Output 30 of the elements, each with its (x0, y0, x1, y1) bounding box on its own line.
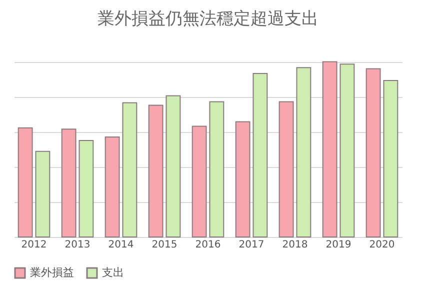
bar (192, 126, 207, 238)
bar (322, 61, 338, 238)
bar (383, 80, 398, 238)
x-tick-label: 2016 (195, 240, 221, 250)
bar (340, 64, 355, 238)
x-tick-label: 2013 (64, 240, 90, 250)
bar (122, 102, 138, 238)
x-tick-label: 2012 (21, 240, 47, 250)
x-tick-label: 2018 (282, 240, 308, 250)
bar (166, 95, 181, 238)
bar (252, 73, 268, 238)
bar (78, 140, 94, 238)
bar (61, 128, 76, 238)
bar (296, 67, 312, 238)
x-tick-label: 2014 (108, 240, 134, 250)
legend-label: 業外損益 (30, 266, 74, 279)
bar (35, 150, 50, 238)
bar (235, 121, 250, 238)
x-tick-label: 2020 (369, 240, 395, 250)
bar (278, 101, 294, 238)
bar (104, 136, 120, 238)
legend-label: 支出 (102, 266, 124, 279)
bar (366, 68, 381, 238)
x-tick-label: 2017 (238, 240, 264, 250)
x-tick-label: 2015 (152, 240, 178, 250)
x-tick-label: 2019 (326, 240, 352, 250)
bar (209, 101, 224, 238)
chart-title: 業外損益仍無法穩定超過支出 (98, 9, 318, 29)
bar (148, 104, 164, 238)
bar (18, 127, 33, 238)
